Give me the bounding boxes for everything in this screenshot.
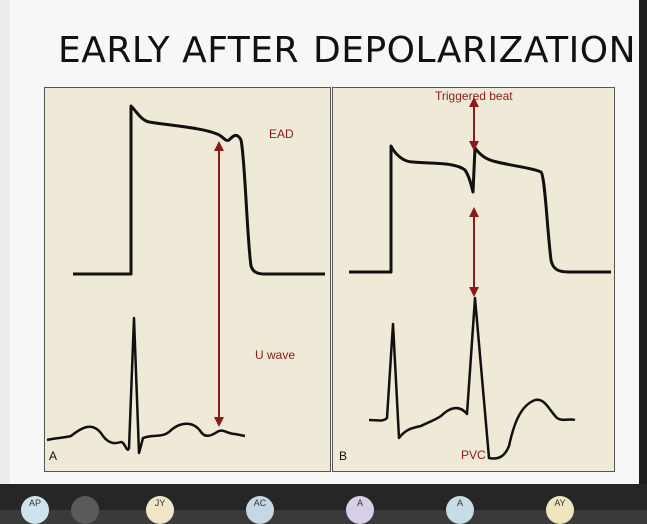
- participant-avatar[interactable]: AC: [246, 496, 274, 524]
- slide-title-left: EARLY AFTER: [58, 30, 300, 71]
- panel-a: EAD U wave A: [44, 87, 331, 472]
- panel-b-diagram: Triggered beat PVC B: [339, 89, 611, 463]
- participant-strip: AP JY AC A A AY: [0, 484, 647, 524]
- participant-avatar[interactable]: A: [446, 496, 474, 524]
- participant-avatar-photo[interactable]: [71, 496, 99, 524]
- participant-avatar[interactable]: AP: [21, 496, 49, 524]
- participant-avatar[interactable]: JY: [146, 496, 174, 524]
- window-edge: [639, 0, 647, 484]
- participant-tile[interactable]: [610, 484, 647, 510]
- participant-avatar[interactable]: A: [346, 496, 374, 524]
- ecg-trace-b: [368, 296, 576, 460]
- participant-avatar[interactable]: AY: [546, 496, 574, 524]
- triggered-beat-label: Triggered beat: [435, 89, 513, 103]
- action-potential-trace-b: [349, 144, 611, 274]
- panel-b: Triggered beat PVC B: [332, 87, 615, 472]
- panel-a-letter: A: [49, 449, 57, 463]
- panel-a-diagram: EAD U wave A: [46, 104, 325, 463]
- left-edge: [0, 0, 10, 484]
- slide-title-right: DEPOLARIZATION: [313, 30, 637, 71]
- u-wave-label: U wave: [255, 348, 295, 362]
- ecg-trace-a: [46, 316, 246, 455]
- panel-b-letter: B: [339, 449, 347, 463]
- pvc-label: PVC: [461, 448, 486, 462]
- ead-label: EAD: [269, 127, 294, 141]
- action-potential-trace-a: [73, 104, 325, 276]
